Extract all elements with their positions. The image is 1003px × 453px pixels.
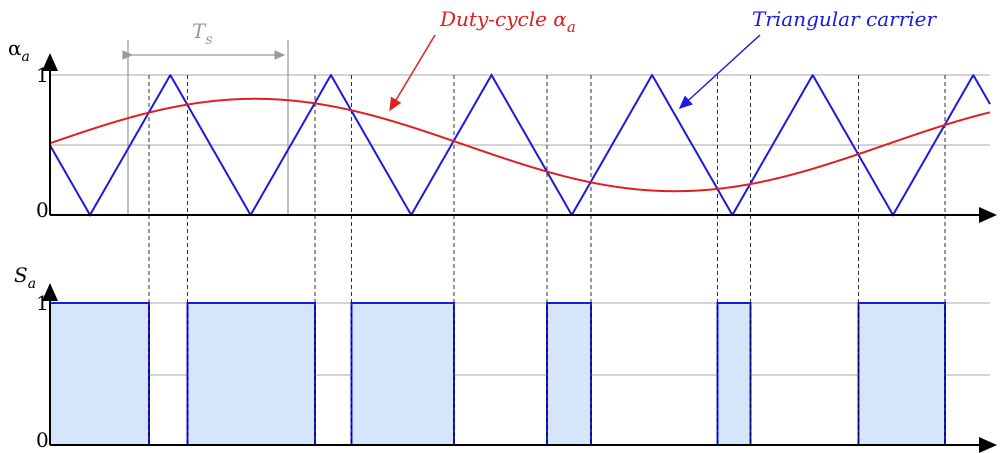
duty-arrow: [389, 34, 436, 112]
carrier-arrow: [678, 34, 761, 110]
carrier-annotation: Triangular carrier: [752, 7, 938, 31]
period-marker: [122, 40, 289, 215]
axes: [42, 53, 997, 453]
duty-annotation: Duty-cycle αa: [439, 7, 576, 36]
bottom-axis-label: Sa: [14, 263, 36, 292]
tick-label: 1: [36, 63, 49, 87]
switching-instants: [148, 75, 946, 445]
tick-label: 0: [36, 198, 49, 222]
triangular-carrier: [49, 72, 991, 218]
duty-cycle-curve: [49, 97, 991, 193]
tick-label: 0: [36, 428, 49, 452]
period-label: Ts: [192, 19, 213, 48]
top-axis-label: αa: [8, 36, 30, 65]
tick-label: 1: [36, 291, 49, 315]
switching-signal: [49, 302, 990, 446]
pulse-fill: [50, 303, 990, 445]
